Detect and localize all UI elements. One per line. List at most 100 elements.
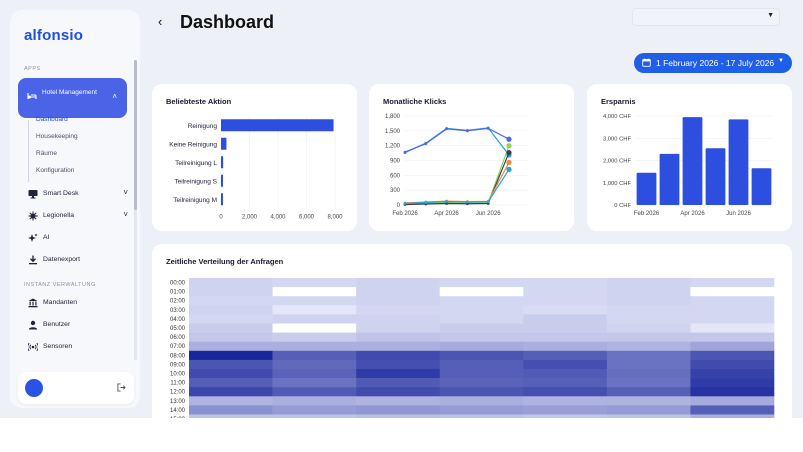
- row-label: 14:00: [170, 408, 186, 414]
- data-point: [506, 166, 512, 172]
- bed-icon: [27, 93, 37, 99]
- heatmap-cell: [439, 296, 524, 306]
- series-line: [404, 145, 510, 205]
- card-title: Zeitliche Verteilung der Anfragen: [166, 257, 284, 266]
- sidebar-item-benutzer[interactable]: Benutzer: [28, 318, 128, 332]
- chart-beliebteste-aktion: 0 2,000 4,000 6,000 8,000 Reinigung Keine Rein…: [169, 116, 343, 221]
- sidebar-subitem-housekeeping[interactable]: Housekeeping: [36, 133, 78, 140]
- chevron-down-icon: ˅: [123, 188, 128, 197]
- card-title: Beliebteste Aktion: [166, 97, 232, 106]
- date-range-picker[interactable]: 1 February 2026 - 17 July 2026 ▼: [634, 53, 792, 73]
- heatmap-cell: [356, 378, 441, 388]
- sidebar-item-mandanten[interactable]: Mandanten: [28, 296, 128, 310]
- sidebar-item-label: Benutzer: [43, 321, 71, 328]
- heatmap-cell: [690, 278, 775, 288]
- sidebar-subitem-dashboard[interactable]: Dashboard: [36, 116, 68, 123]
- data-point: [486, 126, 490, 130]
- avatar[interactable]: [25, 379, 43, 397]
- data-point: [445, 200, 448, 203]
- heatmap-cell: [606, 387, 691, 397]
- heatmap-cell: [523, 287, 608, 297]
- chevron-down-icon: ˅: [123, 210, 128, 219]
- y-tick-label: 300: [390, 188, 401, 194]
- x-tick-label: Feb 2026: [392, 211, 418, 217]
- heatmap-cell: [523, 278, 608, 288]
- x-tick-label: 6,000: [299, 215, 315, 221]
- y-tick-label: 900: [390, 159, 401, 165]
- row-label: 01:00: [170, 290, 186, 296]
- sidebar-item-legionella[interactable]: Legionella ˅: [28, 209, 128, 223]
- data-point: [445, 127, 448, 131]
- y-tick-label: 2,000 CHF: [603, 159, 631, 165]
- user-profile-box: [18, 372, 134, 404]
- heatmap-cell: [690, 341, 775, 352]
- y-tick-label: 600: [390, 173, 401, 179]
- bank-icon: [28, 298, 38, 308]
- sidebar-subitem-konfiguration[interactable]: Konfiguration: [36, 167, 75, 174]
- x-tick-label: 0: [219, 215, 223, 221]
- heatmap-cell: [272, 350, 357, 361]
- heatmap-cell: [272, 323, 357, 333]
- y-tick-label: 1,500: [385, 129, 401, 135]
- heatmap-cell: [690, 332, 775, 342]
- sidebar-item-ai[interactable]: AI: [28, 231, 128, 245]
- page-title: Dashboard: [180, 12, 275, 32]
- heatmap-cell: [189, 414, 273, 418]
- heatmap-cell: [189, 378, 273, 388]
- row-label: 10:00: [170, 372, 186, 378]
- sidebar-subitem-raeume[interactable]: Räume: [36, 150, 57, 157]
- bar: [659, 153, 680, 205]
- bar: [221, 137, 227, 150]
- heatmap-cell: [439, 414, 524, 418]
- bar: [221, 156, 224, 169]
- heatmap-cell: [690, 359, 775, 370]
- heatmap-cell: [439, 305, 524, 315]
- heatmap-cell: [272, 278, 357, 288]
- heatmap-cell: [523, 332, 608, 342]
- bar: [636, 172, 657, 205]
- heatmap-cell: [356, 350, 441, 361]
- sidebar-item-hotel-management[interactable]: Hotel Management ˄: [18, 78, 127, 118]
- row-label: 11:00: [170, 381, 185, 387]
- heatmap-cell: [189, 296, 273, 306]
- heatmap-cell: [606, 341, 691, 352]
- x-tick-label: Apr 2026: [680, 211, 705, 217]
- sidebar-item-sensoren[interactable]: Sensoren: [28, 340, 128, 354]
- sidebar-scrollbar-thumb[interactable]: [134, 60, 137, 210]
- bar: [728, 119, 749, 205]
- heatmap-cell: [439, 341, 524, 352]
- chart-heatmap: 00:00 01:00 02:00 03:00 04:00 05:00 06:00 07:00…: [170, 278, 775, 418]
- row-label: 09:00: [170, 362, 186, 368]
- heatmap-cell: [272, 296, 357, 306]
- row-label: 03:00: [170, 308, 186, 314]
- bar: [221, 119, 334, 132]
- card-title: Ersparnis: [601, 97, 636, 106]
- card-monatliche-klicks: Monatliche Klicks 0 300 600 900 1,200 1,500 1,…: [369, 84, 574, 231]
- row-label: 00:00: [170, 281, 186, 287]
- y-tick-label: Teilreinigung S: [174, 178, 217, 185]
- logo[interactable]: alfonsio: [24, 27, 84, 44]
- heatmap-cell: [690, 314, 775, 324]
- heatmap-cell: [356, 387, 441, 397]
- sidebar-scrollbar-track[interactable]: [134, 60, 137, 360]
- sidebar-item-datenexport[interactable]: Datenexport: [28, 253, 128, 267]
- sidebar-item-smart-desk[interactable]: Smart Desk ˅: [28, 187, 128, 201]
- monitor-icon: [28, 190, 38, 199]
- logout-icon[interactable]: [117, 383, 126, 392]
- heatmap-cell: [439, 278, 524, 288]
- series-line: [404, 127, 510, 156]
- heatmap-cell: [523, 359, 608, 370]
- heatmap-cell: [439, 359, 524, 370]
- data-point: [506, 159, 512, 166]
- heatmap-cell: [606, 378, 691, 388]
- y-tick-label: Reinigung: [188, 123, 218, 130]
- data-point: [466, 200, 469, 204]
- row-label: 12:00: [170, 390, 186, 396]
- sidebar-item-label: AI: [43, 234, 50, 241]
- y-tick-label: Teilreinigung L: [175, 160, 217, 167]
- top-dropdown[interactable]: ▼: [632, 8, 780, 26]
- data-point: [506, 136, 512, 142]
- heatmap-cell: [606, 332, 691, 342]
- heatmap-cell: [523, 414, 608, 418]
- back-button[interactable]: ‹: [158, 14, 163, 29]
